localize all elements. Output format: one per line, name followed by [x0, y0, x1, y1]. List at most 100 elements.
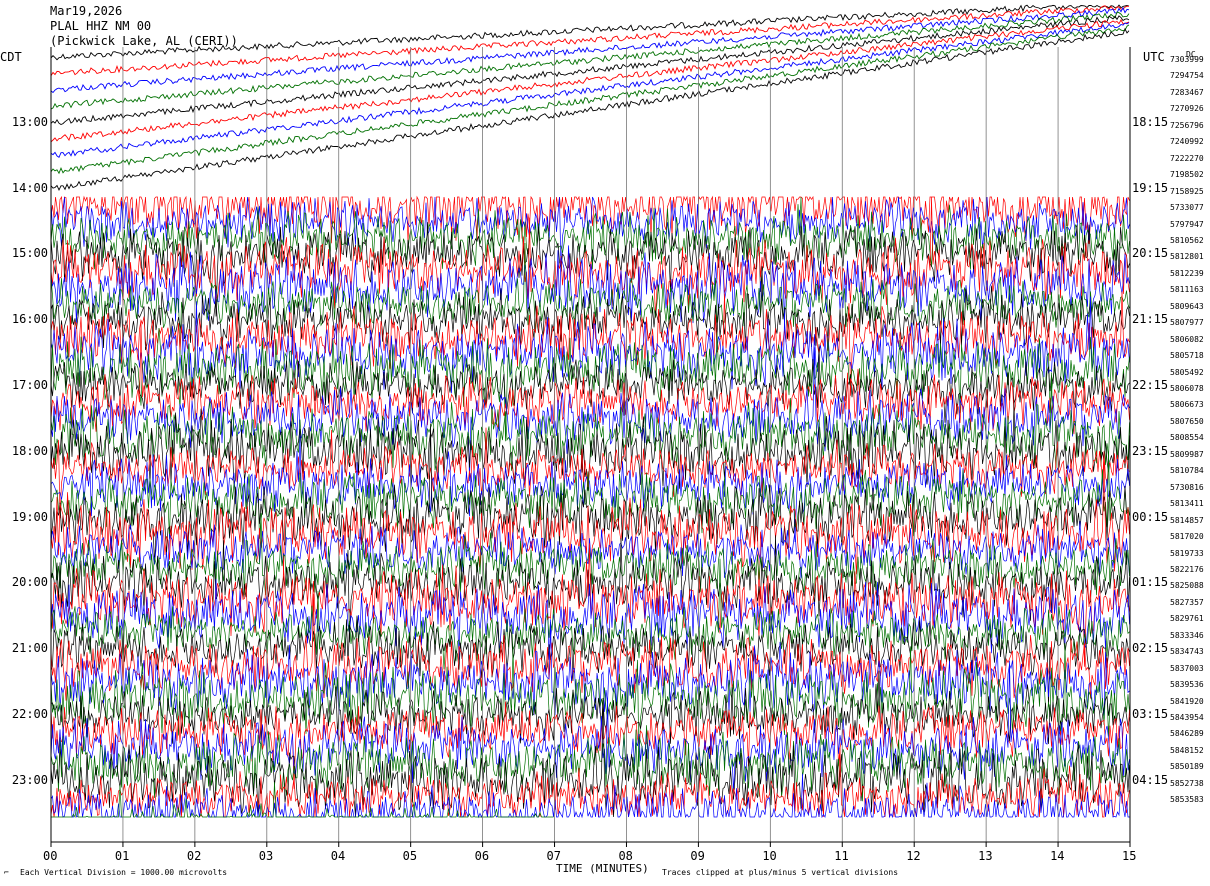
dc-offset-value: 7303999: [1170, 55, 1204, 64]
dc-offset-value: 5807650: [1170, 416, 1204, 426]
left-hour-label: 17:00: [11, 378, 48, 392]
dc-offset-value: 5853583: [1170, 795, 1204, 805]
trace-row-3: [50, 11, 1130, 110]
dc-offset-value: 7198502: [1170, 170, 1204, 180]
x-tick-label: 14: [1050, 849, 1065, 863]
dc-offset-value: 5817020: [1170, 532, 1204, 542]
dc-offset-value: 5822176: [1170, 564, 1204, 574]
right-hour-label: 01:15: [1132, 575, 1169, 590]
trace-row-40: [50, 670, 1130, 747]
dc-offset-value: 7294754: [1170, 71, 1204, 81]
left-hour-label: 16:00: [11, 312, 48, 327]
dc-offset-value: 7256796: [1170, 120, 1204, 130]
dc-offset-value: 7270926: [1170, 104, 1204, 114]
dc-offset-value: 5825088: [1170, 581, 1204, 591]
trace-row-19: [50, 327, 1130, 442]
dc-offset-value: 5827357: [1170, 597, 1204, 607]
trace-row-13: [50, 196, 1130, 318]
plot-date: Mar19,2026: [50, 4, 123, 18]
right-hour-label: 02:15: [1132, 641, 1169, 656]
right-hour-label: 04:15: [1132, 772, 1169, 787]
left-hour-label: 13:00: [11, 114, 48, 129]
x-tick-label: 02: [186, 849, 202, 863]
dc-offset-value: 5806082: [1170, 334, 1204, 344]
trace-row-10: [50, 196, 1130, 272]
trace-row-45: [50, 747, 1130, 818]
trace-row-42: [50, 660, 1130, 792]
dc-offset-value: 5843954: [1170, 713, 1204, 722]
left-hour-label: 18:00: [11, 443, 48, 458]
dc-offset-value: 5810562: [1170, 235, 1204, 245]
dc-offset-value: 5837003: [1170, 663, 1204, 673]
left-hour-label: 15:00: [11, 246, 48, 261]
x-tick-label: 00: [43, 849, 58, 863]
trace-row-28: [50, 423, 1130, 565]
left-hour-label: 21:00: [11, 641, 48, 656]
right-hour-label: 22:15: [1132, 378, 1169, 392]
station-location: (Pickwick Lake, AL (CERI)): [50, 34, 238, 48]
dc-offset-value: 7283467: [1170, 87, 1204, 97]
dc-offset-value: 5810784: [1170, 466, 1204, 476]
vertical-division-note: Each Vertical Division = 1000.00 microvo…: [20, 868, 228, 877]
dc-offset-value: 5839536: [1170, 680, 1204, 690]
dc-offset-value: 5814857: [1170, 515, 1204, 525]
right-hour-label: 00:15: [1132, 509, 1169, 524]
dc-offset-value: 5846289: [1170, 729, 1204, 739]
trace-row-43: [50, 725, 1130, 802]
left-hour-label: 23:00: [11, 772, 48, 787]
dc-offset-value: 7158925: [1170, 186, 1204, 196]
dc-offset-value: 5841920: [1170, 696, 1204, 706]
left-hour-label: 19:00: [11, 509, 48, 524]
dc-offset-value: 5805718: [1170, 351, 1204, 361]
right-hour-label: 21:15: [1132, 312, 1169, 327]
trace-row-5: [50, 19, 1130, 143]
trace-row-16: [50, 266, 1130, 351]
trace-row-1: [50, 5, 1130, 77]
x-tick-label: 12: [906, 849, 921, 863]
trace-row-35: [50, 558, 1130, 670]
dc-offset-value: 5850189: [1170, 762, 1204, 772]
right-hour-label: 19:15: [1132, 180, 1169, 195]
right-hour-label: 03:15: [1132, 707, 1169, 721]
dc-offset-value: 5805492: [1170, 367, 1204, 377]
right-hour-label: 23:15: [1132, 443, 1169, 458]
trace-row-30: [50, 521, 1130, 579]
trace-row-44: [50, 697, 1130, 818]
dc-offset-value: 5852738: [1170, 778, 1204, 788]
trace-row-7: [50, 24, 1130, 175]
dc-offset-value: 5829761: [1170, 614, 1204, 624]
dc-offset-value: 5834743: [1170, 647, 1204, 657]
dc-offset-value: 5812801: [1170, 252, 1204, 262]
trace-row-26: [50, 436, 1130, 543]
trace-row-11: [50, 196, 1130, 273]
x-tick-label: 03: [258, 849, 274, 863]
dc-offset-value: 5833346: [1170, 630, 1204, 640]
left-timezone-label: CDT: [0, 50, 22, 64]
trace-row-8: [50, 27, 1130, 191]
left-hour-label: 20:00: [11, 575, 48, 590]
dc-offset-value: 5848152: [1170, 745, 1204, 755]
dc-offset-value: 5806673: [1170, 400, 1204, 410]
trace-row-25: [50, 427, 1130, 519]
clip-note: Traces clipped at plus/minus 5 vertical …: [662, 868, 899, 877]
trace-row-27: [50, 451, 1130, 539]
trace-row-14: [50, 245, 1130, 327]
station-code: PLAL HHZ NM 00: [50, 19, 152, 33]
trace-row-0: [50, 4, 1130, 61]
trace-row-36: [50, 615, 1130, 707]
dc-offset-value: 5730816: [1170, 482, 1204, 492]
trace-row-18: [50, 296, 1130, 394]
dc-offset-value: 5813411: [1170, 499, 1204, 509]
left-hour-label: 22:00: [11, 707, 48, 721]
trace-row-21: [50, 321, 1130, 435]
left-hour-label: 14:00: [11, 180, 48, 195]
right-hour-label: 20:15: [1132, 246, 1169, 261]
x-tick-label: 11: [834, 849, 849, 863]
dc-offset-value: 5809987: [1170, 449, 1204, 459]
dc-offset-value: 7240992: [1170, 137, 1204, 147]
trace-row-41: [50, 701, 1130, 789]
dc-offset-value: 5808554: [1170, 433, 1204, 443]
x-tick-label: 07: [546, 849, 561, 863]
dc-offset-value: 5819733: [1170, 548, 1204, 558]
trace-row-47: [51, 782, 554, 819]
